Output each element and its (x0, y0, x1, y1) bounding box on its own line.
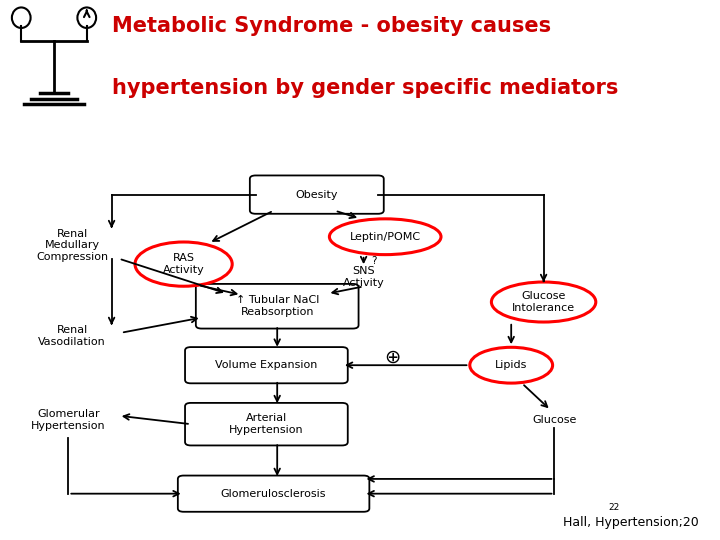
Text: Renal
Medullary
Compression: Renal Medullary Compression (36, 228, 108, 262)
Text: Renal
Vasodilation: Renal Vasodilation (38, 325, 106, 347)
Text: Volume Expansion: Volume Expansion (215, 360, 318, 370)
Text: Glomerular
Hypertension: Glomerular Hypertension (31, 409, 106, 431)
Text: ?: ? (371, 256, 377, 266)
Text: Lipids: Lipids (495, 360, 527, 370)
Text: Arterial
Hypertension: Arterial Hypertension (229, 414, 304, 435)
Text: SNS
Activity: SNS Activity (343, 266, 384, 287)
Text: Leptin/POMC: Leptin/POMC (350, 232, 420, 242)
Ellipse shape (492, 282, 596, 322)
Text: RAS
Activity: RAS Activity (163, 253, 204, 275)
FancyBboxPatch shape (185, 403, 348, 445)
FancyBboxPatch shape (250, 176, 384, 214)
Text: Glucose: Glucose (532, 415, 577, 425)
Ellipse shape (330, 219, 441, 255)
FancyBboxPatch shape (178, 476, 369, 512)
FancyBboxPatch shape (196, 284, 359, 328)
Ellipse shape (469, 347, 553, 383)
Text: hypertension by gender specific mediators: hypertension by gender specific mediator… (112, 78, 618, 98)
Text: Metabolic Syndrome - obesity causes: Metabolic Syndrome - obesity causes (112, 16, 551, 36)
Text: Glucose
Intolerance: Glucose Intolerance (512, 291, 575, 313)
Ellipse shape (135, 242, 232, 286)
FancyBboxPatch shape (185, 347, 348, 383)
Text: Glomerulosclerosis: Glomerulosclerosis (221, 489, 326, 498)
Text: 22: 22 (608, 503, 620, 512)
Text: Hall, Hypertension;20: Hall, Hypertension;20 (562, 516, 698, 529)
Text: ⊕: ⊕ (384, 347, 400, 366)
Text: ↑ Tubular NaCl
Reabsorption: ↑ Tubular NaCl Reabsorption (235, 295, 319, 317)
Text: Obesity: Obesity (295, 190, 338, 200)
